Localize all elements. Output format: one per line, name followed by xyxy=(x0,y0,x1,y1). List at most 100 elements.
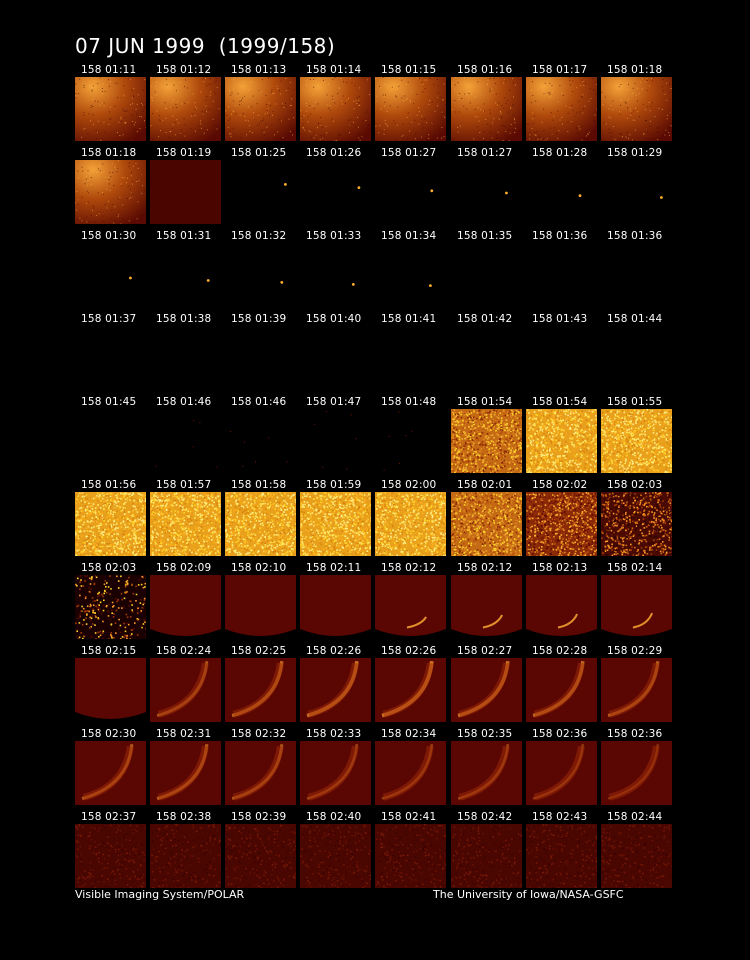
frame-image xyxy=(150,326,221,390)
frame-timestamp: 158 02:28 xyxy=(532,645,588,657)
frame-image xyxy=(75,409,146,473)
frame-image xyxy=(526,160,597,224)
frame-image xyxy=(451,492,522,556)
frame-timestamp: 158 01:25 xyxy=(231,147,287,159)
frame-image xyxy=(601,658,672,722)
frame-image xyxy=(300,77,371,141)
frame-timestamp: 158 01:15 xyxy=(381,64,437,76)
frame-timestamp: 158 01:26 xyxy=(306,147,362,159)
footer-credit-left: Visible Imaging System/POLAR xyxy=(75,888,245,901)
frame-image xyxy=(451,326,522,390)
frame-timestamp: 158 02:02 xyxy=(532,479,588,491)
frame-timestamp: 158 01:43 xyxy=(532,313,588,325)
frame-timestamp: 158 01:46 xyxy=(231,396,287,408)
frame-image xyxy=(300,243,371,307)
frame-timestamp: 158 02:42 xyxy=(457,811,513,823)
frame-timestamp: 158 01:57 xyxy=(156,479,212,491)
frame-image xyxy=(75,77,146,141)
frame-timestamp: 158 01:58 xyxy=(231,479,287,491)
frame-timestamp: 158 02:30 xyxy=(81,728,137,740)
frame-image xyxy=(300,160,371,224)
frame-image xyxy=(300,658,371,722)
frame-timestamp: 158 01:37 xyxy=(81,313,137,325)
frame-image xyxy=(375,160,446,224)
frame-image xyxy=(225,492,296,556)
frame-timestamp: 158 01:33 xyxy=(306,230,362,242)
frame-image xyxy=(75,492,146,556)
frame-timestamp: 158 01:47 xyxy=(306,396,362,408)
frame-timestamp: 158 01:18 xyxy=(81,147,137,159)
frame-image xyxy=(451,824,522,888)
frame-timestamp: 158 01:31 xyxy=(156,230,212,242)
frame-timestamp: 158 01:48 xyxy=(381,396,437,408)
frame-image xyxy=(601,824,672,888)
frame-image xyxy=(601,243,672,307)
frame-timestamp: 158 01:17 xyxy=(532,64,588,76)
frame-image xyxy=(300,575,371,639)
frame-timestamp: 158 02:12 xyxy=(381,562,437,574)
frame-timestamp: 158 02:32 xyxy=(231,728,287,740)
frame-timestamp: 158 02:12 xyxy=(457,562,513,574)
frame-image xyxy=(526,824,597,888)
frame-timestamp: 158 02:26 xyxy=(306,645,362,657)
frame-timestamp: 158 01:19 xyxy=(156,147,212,159)
frame-timestamp: 158 02:29 xyxy=(607,645,663,657)
frame-timestamp: 158 01:34 xyxy=(381,230,437,242)
frame-image xyxy=(300,824,371,888)
frame-timestamp: 158 01:12 xyxy=(156,64,212,76)
frame-image xyxy=(225,326,296,390)
frame-image xyxy=(526,492,597,556)
frame-timestamp: 158 01:38 xyxy=(156,313,212,325)
frame-image xyxy=(225,77,296,141)
frame-timestamp: 158 02:38 xyxy=(156,811,212,823)
footer-credit-right: The University of Iowa/NASA-GSFC xyxy=(433,888,624,901)
frame-image xyxy=(150,160,221,224)
frame-timestamp: 158 01:27 xyxy=(457,147,513,159)
frame-timestamp: 158 01:18 xyxy=(607,64,663,76)
frame-timestamp: 158 01:27 xyxy=(381,147,437,159)
frame-timestamp: 158 01:36 xyxy=(532,230,588,242)
frame-image xyxy=(526,741,597,805)
frame-image xyxy=(451,741,522,805)
frame-timestamp: 158 01:41 xyxy=(381,313,437,325)
frame-image xyxy=(225,243,296,307)
frame-timestamp: 158 02:01 xyxy=(457,479,513,491)
frame-image xyxy=(225,824,296,888)
frame-image xyxy=(375,492,446,556)
frame-image xyxy=(150,77,221,141)
frame-timestamp: 158 01:39 xyxy=(231,313,287,325)
frame-timestamp: 158 01:14 xyxy=(306,64,362,76)
frame-timestamp: 158 01:42 xyxy=(457,313,513,325)
frame-image xyxy=(375,575,446,639)
frame-timestamp: 158 02:26 xyxy=(381,645,437,657)
frame-timestamp: 158 02:33 xyxy=(306,728,362,740)
frame-image xyxy=(75,824,146,888)
frame-timestamp: 158 02:09 xyxy=(156,562,212,574)
frame-timestamp: 158 02:39 xyxy=(231,811,287,823)
page-title: 07 JUN 1999 (1999/158) xyxy=(75,34,336,58)
frame-timestamp: 158 01:59 xyxy=(306,479,362,491)
frame-image xyxy=(601,575,672,639)
frame-timestamp: 158 02:24 xyxy=(156,645,212,657)
frame-image xyxy=(150,575,221,639)
frame-image xyxy=(150,824,221,888)
frame-timestamp: 158 01:46 xyxy=(156,396,212,408)
frame-timestamp: 158 01:36 xyxy=(607,230,663,242)
frame-image xyxy=(150,409,221,473)
frame-image xyxy=(526,243,597,307)
frame-timestamp: 158 01:30 xyxy=(81,230,137,242)
frame-image xyxy=(75,326,146,390)
frame-timestamp: 158 02:03 xyxy=(607,479,663,491)
frame-image xyxy=(225,160,296,224)
frame-timestamp: 158 02:14 xyxy=(607,562,663,574)
frame-image xyxy=(300,741,371,805)
frame-timestamp: 158 02:36 xyxy=(607,728,663,740)
frame-image xyxy=(601,409,672,473)
frame-image xyxy=(375,741,446,805)
frame-image xyxy=(601,741,672,805)
frame-image xyxy=(451,243,522,307)
frame-timestamp: 158 01:29 xyxy=(607,147,663,159)
frame-image xyxy=(75,658,146,722)
frame-timestamp: 158 02:11 xyxy=(306,562,362,574)
